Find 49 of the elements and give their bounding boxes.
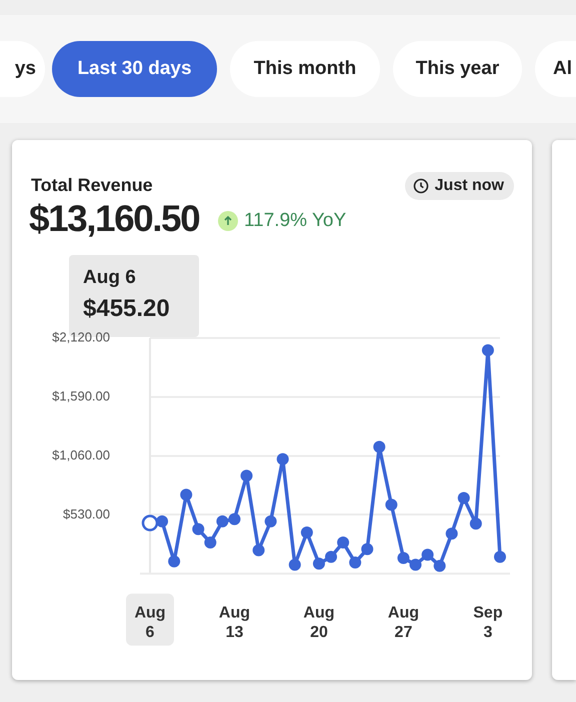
point [216, 515, 228, 528]
x-tick-label: Aug 20 [303, 604, 335, 641]
x-tick-label: Aug 27 [388, 604, 420, 641]
point [300, 526, 313, 538]
point [325, 550, 338, 563]
point [349, 556, 362, 568]
point [422, 548, 434, 561]
point [494, 550, 506, 563]
point [228, 513, 240, 526]
chart-subtitle: $13,160.50 [29, 198, 200, 240]
text: 117.9% YoY [244, 210, 346, 232]
point [204, 536, 216, 548]
text: Just now [434, 177, 504, 195]
text: This year [393, 41, 522, 97]
point [337, 536, 350, 548]
point [373, 440, 386, 453]
y-tick-label: $1,590.00 [52, 388, 110, 404]
x-tick-label: Aug 13 [218, 604, 250, 641]
point [361, 543, 374, 556]
point [192, 523, 204, 536]
text: Al [535, 41, 576, 97]
text: This month [230, 41, 380, 97]
point [180, 488, 192, 501]
point [410, 558, 422, 571]
point [482, 344, 494, 356]
chart-title: Total Revenue [31, 175, 153, 196]
x-tick-label: Sep 3 [473, 604, 503, 641]
point [240, 470, 253, 482]
point [168, 555, 180, 568]
x-tick-label: Aug 6 [134, 604, 166, 641]
text: Last 30 days [52, 41, 217, 97]
point [458, 492, 470, 504]
point [446, 528, 458, 540]
point [156, 515, 168, 528]
text: Aug 6 [83, 267, 136, 289]
y-tick-label: $530.00 [63, 506, 110, 522]
y-tick-label: $1,060.00 [52, 447, 110, 462]
point [276, 453, 289, 466]
text: $455.20 [83, 295, 170, 323]
point [312, 558, 325, 570]
point [252, 544, 265, 556]
point [397, 552, 410, 564]
point [264, 515, 277, 528]
point [434, 560, 446, 572]
point [470, 518, 482, 530]
text: ys [0, 41, 45, 97]
y-tick-label: $2,120.00 [52, 330, 110, 345]
point [288, 558, 301, 571]
point [385, 498, 398, 511]
